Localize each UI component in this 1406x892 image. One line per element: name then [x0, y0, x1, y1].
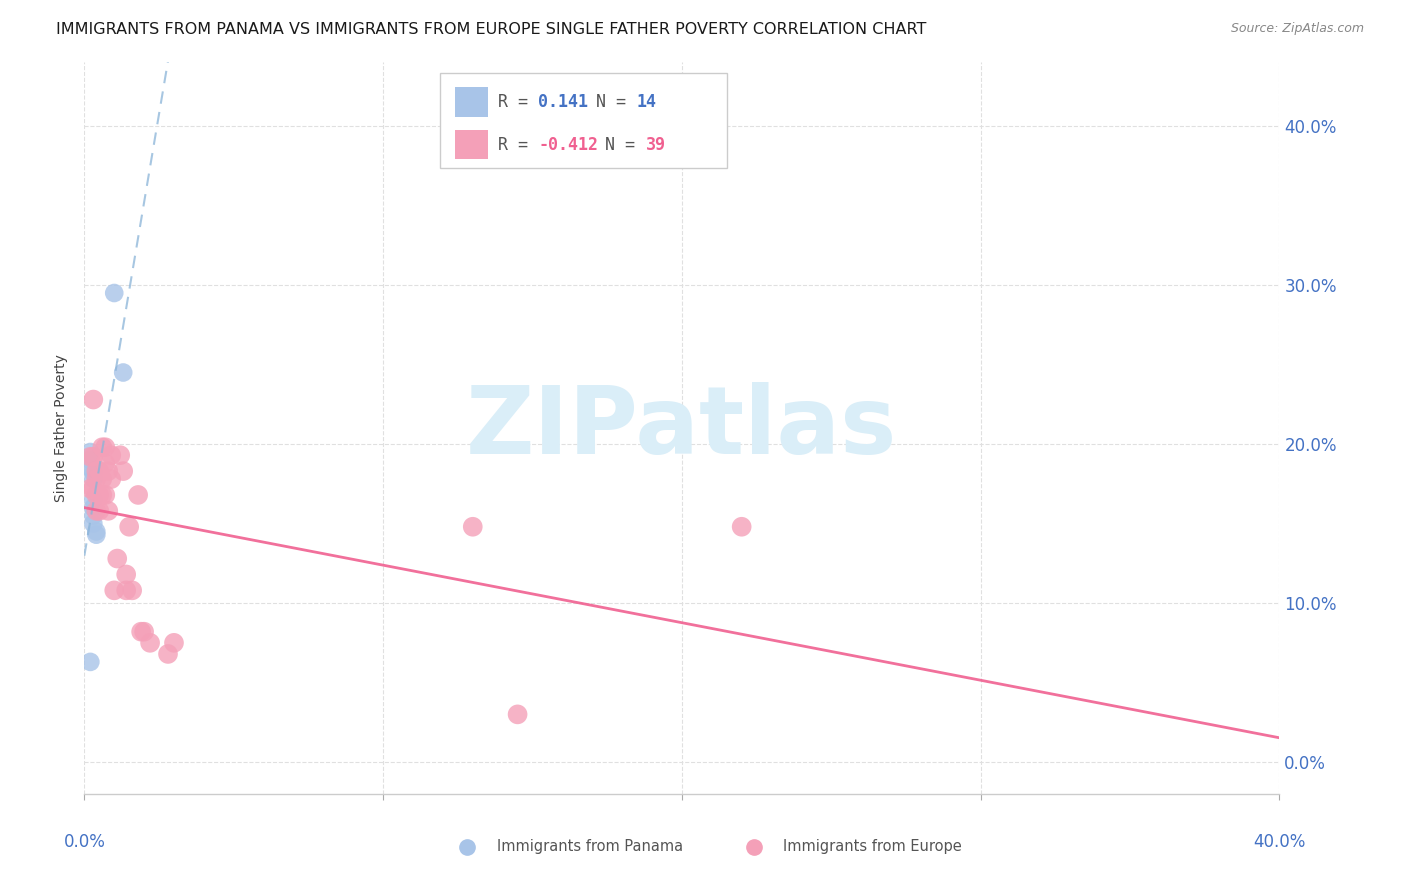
Point [82, 482, 104, 496]
Point [79, 450, 101, 464]
Point [121, 583, 143, 598]
Point [89, 504, 111, 518]
Point [89, 464, 111, 478]
Point [129, 624, 152, 639]
FancyBboxPatch shape [440, 73, 727, 169]
Point [112, 464, 135, 478]
Text: Immigrants from Panama: Immigrants from Panama [496, 839, 683, 854]
Point [82, 492, 104, 507]
Point [100, 448, 122, 462]
Point [82, 516, 104, 531]
Text: 14: 14 [637, 93, 657, 111]
Point [94, 488, 117, 502]
Point [86, 464, 108, 478]
Point [79, 482, 101, 496]
Text: 40.0%: 40.0% [1253, 833, 1306, 851]
Point [115, 583, 138, 598]
Point [139, 636, 162, 650]
Point [115, 567, 138, 582]
FancyBboxPatch shape [456, 130, 488, 160]
Point [79, 453, 101, 467]
Point [86, 527, 108, 541]
Point [112, 366, 135, 380]
Point [86, 472, 108, 486]
Point [94, 456, 117, 470]
Point [118, 520, 141, 534]
Point [105, 551, 128, 566]
Point [79, 445, 101, 459]
Point [86, 524, 108, 539]
Text: N =: N = [596, 93, 636, 111]
Point [79, 655, 101, 669]
Point [91, 472, 114, 486]
Point [461, 520, 484, 534]
Point [82, 466, 104, 480]
Text: R =: R = [498, 136, 538, 153]
Text: IMMIGRANTS FROM PANAMA VS IMMIGRANTS FROM EUROPE SINGLE FATHER POVERTY CORRELATI: IMMIGRANTS FROM PANAMA VS IMMIGRANTS FRO… [56, 22, 927, 37]
Point [82, 392, 104, 407]
Point [94, 440, 117, 454]
Text: N =: N = [606, 136, 645, 153]
Text: Immigrants from Europe: Immigrants from Europe [783, 839, 962, 854]
Text: Source: ZipAtlas.com: Source: ZipAtlas.com [1230, 22, 1364, 36]
Point [103, 285, 125, 300]
Text: 39: 39 [647, 136, 666, 153]
Point [97, 504, 120, 518]
Point [163, 636, 186, 650]
Point [127, 488, 149, 502]
Text: -0.412: -0.412 [538, 136, 599, 153]
Point [86, 488, 108, 502]
Point [89, 488, 111, 502]
Point [91, 440, 114, 454]
Point [91, 488, 114, 502]
Point [110, 448, 132, 462]
Point [506, 707, 529, 722]
Point [82, 508, 104, 523]
Text: ZIPatlas: ZIPatlas [467, 382, 897, 475]
Text: 0.141: 0.141 [538, 93, 589, 111]
Text: R =: R = [498, 93, 538, 111]
Point [97, 464, 120, 478]
Point [100, 472, 122, 486]
Point [79, 461, 101, 475]
Y-axis label: Single Father Poverty: Single Father Poverty [55, 354, 69, 502]
Text: 0.0%: 0.0% [63, 833, 105, 851]
Point [82, 500, 104, 515]
FancyBboxPatch shape [456, 87, 488, 117]
Point [731, 520, 754, 534]
Point [86, 504, 108, 518]
Point [82, 472, 104, 486]
Point [132, 624, 156, 639]
Point [82, 450, 104, 464]
Point [103, 583, 125, 598]
Point [157, 647, 180, 661]
